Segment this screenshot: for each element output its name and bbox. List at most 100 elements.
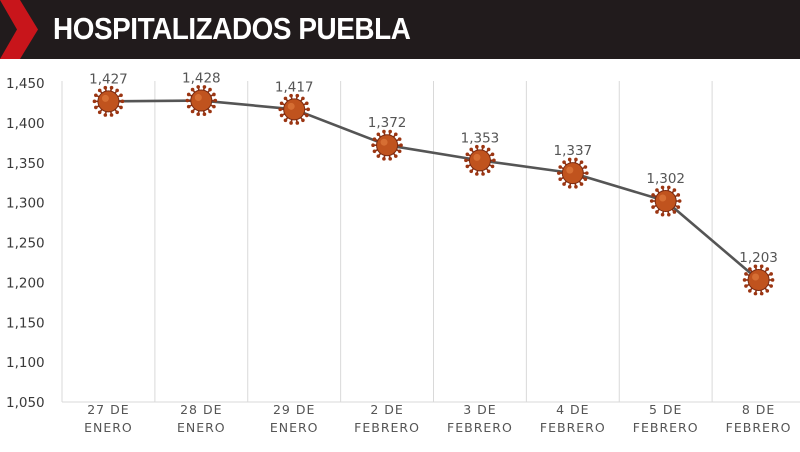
virus-spike-tip (305, 101, 309, 106)
virus-spike-tip (196, 85, 200, 89)
virus-spike-tip (399, 143, 403, 148)
virus-spike-tip (185, 98, 190, 103)
virus-spike-tip (278, 107, 282, 112)
virus-highlight (287, 102, 295, 110)
virus-spike-tip (213, 98, 218, 103)
x-tick-line: 4 DE (556, 402, 589, 417)
virus-spike-tip (397, 149, 402, 154)
x-tick-line: 2 DE (370, 402, 403, 417)
virus-spike-tip (651, 193, 655, 197)
chevron-icon (0, 0, 38, 59)
virus-spike-tip (464, 158, 468, 163)
virus-spike-tip (469, 169, 474, 174)
virus-spike-tip (283, 96, 288, 101)
virus-spike-tip (376, 132, 381, 137)
virus-spike-tip (119, 93, 123, 98)
virus-spike-tip (208, 109, 212, 114)
virus-spike-tip (744, 272, 748, 276)
virus-spike-tip (748, 267, 752, 271)
virus-spike-tip (202, 112, 207, 116)
virus-spike-tip (583, 165, 588, 169)
virus-icon (742, 264, 775, 296)
virus-spike-tip (753, 291, 758, 296)
virus-spike-tip (103, 113, 108, 117)
virus-icon (185, 85, 218, 116)
x-tick-label: 4 DE FEBRERO (540, 402, 606, 435)
virus-spike-tip (465, 152, 470, 157)
y-tick-label: 1,400 (6, 116, 45, 132)
virus-spike-tip (305, 113, 309, 118)
virus-spike-tip (557, 171, 561, 175)
virus-spike-tip (289, 121, 293, 125)
virus-spike-tip (655, 188, 659, 192)
series-line (108, 99, 760, 281)
virus-spike-tip (753, 264, 758, 269)
virus-icon (278, 93, 310, 125)
y-tick-label: 1,200 (6, 275, 45, 291)
x-tick-line: FEBRERO (633, 420, 699, 435)
virus-spike-tip (676, 193, 681, 197)
virus-spike-tip (562, 160, 566, 164)
virus-spike-tip (397, 137, 402, 141)
virus-spike-tip (748, 289, 752, 293)
x-tick-line: 27 DE (87, 402, 129, 417)
virus-spike-tip (490, 152, 495, 157)
y-axis: 1,050 1,100 1,150 1,200 1,250 1,300 1,350 1,400… (6, 76, 45, 411)
virus-spike-tip (486, 169, 491, 174)
virus-spike-tip (567, 184, 572, 189)
virus-spike-tip (481, 144, 485, 149)
virus-spike-tip (97, 110, 102, 115)
x-tick-line: 28 DE (180, 402, 222, 417)
x-axis: 27 DE ENERO 28 DE ENERO 29 DE ENERO 2 DE FEBRER… (84, 402, 792, 435)
virus-highlight (752, 273, 760, 281)
virus-spike-tip (301, 96, 305, 101)
virus-spike-tip (109, 85, 114, 90)
virus-spike-tip (465, 164, 470, 169)
virus-spike-tip (306, 107, 310, 112)
x-tick-line: FEBRERO (726, 420, 792, 435)
virus-body (283, 98, 306, 121)
virus-spike-tip (372, 137, 377, 141)
y-tick-label: 1,350 (6, 156, 45, 172)
virus-spike-tip (770, 278, 775, 282)
data-label: 1,428 (182, 71, 221, 87)
virus-icon (92, 85, 125, 117)
x-tick-line: 29 DE (273, 402, 315, 417)
virus-spike-tip (120, 99, 125, 104)
virus-spike-tip (486, 147, 491, 152)
virus-spike-tip (742, 278, 747, 282)
virus-spike-tip (765, 289, 770, 293)
virus-spike-tip (382, 129, 386, 134)
virus-spike-tip (672, 188, 677, 192)
virus-spike-tip (765, 267, 770, 271)
virus-spike-tip (759, 291, 764, 296)
x-tick-line: ENERO (270, 420, 319, 435)
virus-spike-tip (562, 182, 566, 186)
virus-spike-tip (115, 88, 119, 93)
virus-spike-tip (283, 118, 288, 123)
virus-spike-tip (186, 104, 191, 109)
virus-spike-tip (667, 212, 671, 217)
virus-spike-tip (475, 144, 479, 149)
virus-spike-tip (677, 199, 682, 203)
virus-spike-tip (660, 185, 665, 190)
virus-spike-tip (574, 157, 578, 162)
virus-spike-tip (583, 177, 588, 181)
virus-spike-tip (558, 177, 562, 181)
virus-spike-tip (279, 113, 284, 118)
virus-body (376, 134, 399, 157)
virus-spike-tip (655, 210, 659, 214)
virus-spike-tip (196, 112, 200, 116)
virus-spike-tip (208, 87, 212, 92)
virus-spike-tip (103, 85, 108, 90)
virus-spike-tip (490, 164, 495, 169)
data-label: 1,337 (553, 143, 592, 159)
virus-spike-tip (289, 93, 293, 98)
x-tick-label: 28 DE ENERO (177, 402, 226, 435)
virus-highlight (473, 153, 481, 161)
virus-spike-tip (660, 212, 665, 217)
virus-spike-tip (371, 143, 375, 148)
data-label: 1,372 (368, 115, 407, 131)
x-tick-label: 3 DE FEBRERO (447, 402, 513, 435)
virus-spike-tip (376, 154, 381, 158)
